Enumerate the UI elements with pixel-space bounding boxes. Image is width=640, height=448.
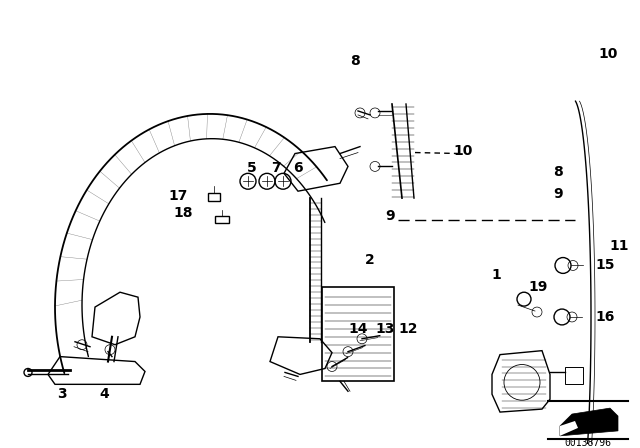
Text: 8: 8 xyxy=(350,54,360,69)
Text: 1: 1 xyxy=(491,268,501,282)
Text: 15: 15 xyxy=(595,258,614,272)
Text: 11: 11 xyxy=(609,239,629,253)
Text: 00138796: 00138796 xyxy=(564,438,611,448)
Text: 10: 10 xyxy=(453,143,473,158)
Text: 7: 7 xyxy=(271,161,281,176)
Text: 6: 6 xyxy=(293,161,303,176)
Text: 8: 8 xyxy=(553,165,563,179)
Text: 19: 19 xyxy=(528,280,548,294)
Text: 14: 14 xyxy=(348,322,368,336)
Text: 9: 9 xyxy=(553,187,563,201)
Text: 4: 4 xyxy=(99,387,109,401)
Text: 2: 2 xyxy=(365,253,375,267)
Text: 9: 9 xyxy=(385,209,395,223)
Text: 5: 5 xyxy=(247,161,257,176)
Text: 12: 12 xyxy=(398,322,418,336)
Text: 13: 13 xyxy=(375,322,395,336)
Polygon shape xyxy=(560,421,578,436)
Text: 18: 18 xyxy=(173,206,193,220)
Text: 17: 17 xyxy=(168,189,188,203)
Polygon shape xyxy=(560,408,618,436)
Text: 10: 10 xyxy=(598,47,618,61)
Text: 16: 16 xyxy=(595,310,614,324)
Text: 3: 3 xyxy=(57,387,67,401)
Circle shape xyxy=(24,369,32,376)
